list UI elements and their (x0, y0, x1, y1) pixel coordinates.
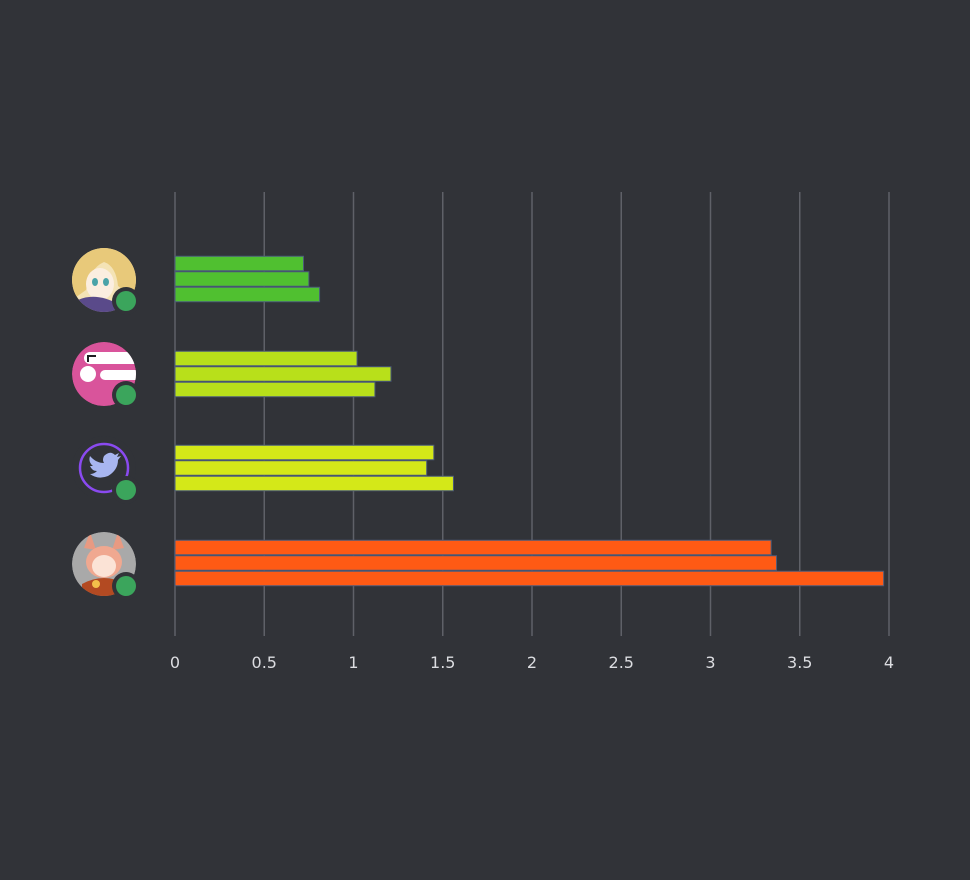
bar[interactable] (174, 255, 305, 272)
bar[interactable] (174, 475, 454, 492)
bar[interactable] (174, 286, 321, 303)
avatar-2[interactable] (72, 436, 140, 504)
avatar-3[interactable] (72, 532, 140, 600)
x-tick-label: 0.5 (252, 653, 277, 672)
x-tick-label: 2 (527, 653, 537, 672)
x-tick-label: 1 (348, 653, 358, 672)
x-tick-label: 3 (705, 653, 715, 672)
bar[interactable] (174, 444, 435, 461)
x-tick-label: 0 (170, 653, 180, 672)
x-axis-ticks: 0 0.5 1 1.5 2 2.5 3 3.5 4 (170, 653, 894, 672)
x-tick-label: 3.5 (787, 653, 812, 672)
bar[interactable] (174, 350, 358, 367)
x-tick-label: 1.5 (430, 653, 455, 672)
bar[interactable] (174, 366, 392, 382)
twitter-bird-icon (89, 452, 121, 478)
bar-series (174, 255, 885, 587)
x-tick-label: 4 (884, 653, 894, 672)
bar[interactable] (174, 539, 772, 556)
bar[interactable] (174, 271, 310, 287)
x-tick-label: 2.5 (609, 653, 634, 672)
avatar-1[interactable] (72, 342, 140, 409)
bar[interactable] (174, 570, 885, 587)
avatar-0[interactable] (72, 243, 140, 315)
bar[interactable] (174, 460, 428, 476)
bar[interactable] (174, 555, 778, 571)
bar[interactable] (174, 381, 376, 398)
